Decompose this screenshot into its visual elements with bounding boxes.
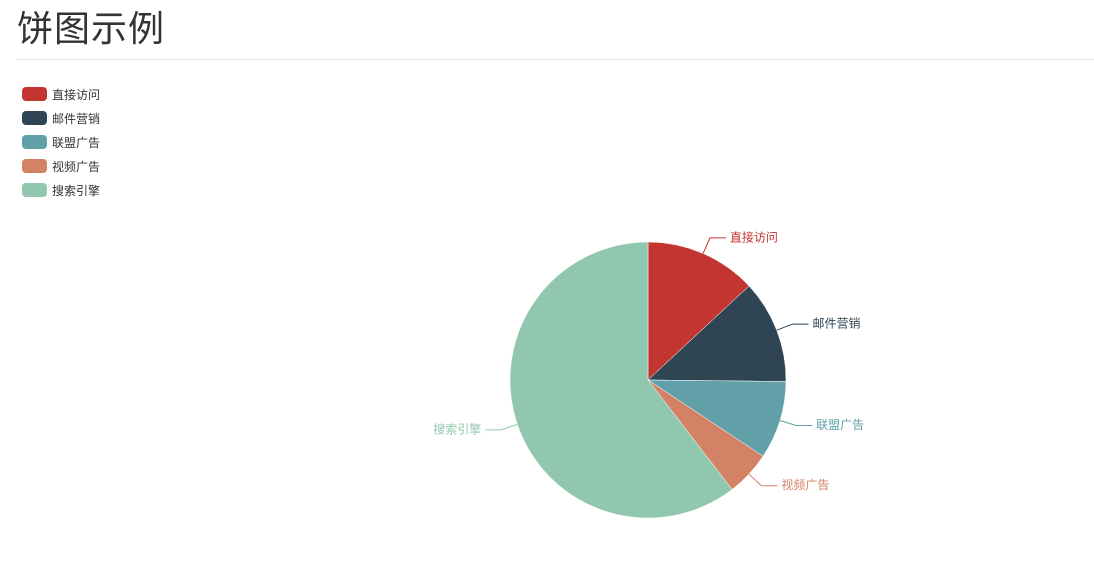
- slice-label: 直接访问: [730, 229, 778, 244]
- label-leader-line: [779, 420, 813, 427]
- label-leader-line: [485, 423, 518, 431]
- legend-item-1[interactable]: 邮件营销: [22, 106, 100, 130]
- slice-label: 搜索引擎: [433, 421, 481, 436]
- pie-slice-4[interactable]: [509, 241, 733, 519]
- legend-swatch: [22, 87, 47, 101]
- legend-label: 直接访问: [52, 87, 101, 102]
- legend-item-3[interactable]: 视频广告: [22, 154, 100, 178]
- pie-slice-2[interactable]: [647, 379, 787, 457]
- label-leader-line: [776, 323, 809, 331]
- legend-swatch: [22, 159, 47, 173]
- title-divider: [17, 59, 1094, 60]
- label-leader-line: [702, 237, 726, 254]
- legend-label: 邮件营销: [52, 111, 101, 126]
- legend-item-4[interactable]: 搜索引擎: [22, 178, 100, 202]
- slice-label: 联盟广告: [816, 418, 864, 432]
- legend-item-0[interactable]: 直接访问: [22, 82, 100, 106]
- legend-item-2[interactable]: 联盟广告: [22, 130, 100, 154]
- label-leader-line: [748, 473, 778, 487]
- slice-label: 邮件营销: [813, 317, 861, 331]
- slice-label: 视频广告: [781, 477, 829, 492]
- legend-label: 搜索引擎: [52, 183, 101, 198]
- legend-swatch: [22, 111, 47, 125]
- legend-swatch: [22, 135, 47, 149]
- legend-swatch: [22, 183, 47, 197]
- legend-label: 联盟广告: [52, 135, 101, 150]
- chart-legend: 直接访问 邮件营销 联盟广告 视频广告 搜索引擎: [22, 82, 100, 202]
- pie-slice-1[interactable]: [647, 285, 787, 382]
- page-title: 饼图示例: [17, 9, 166, 50]
- pie-slices: [509, 241, 787, 519]
- legend-label: 视频广告: [52, 159, 101, 174]
